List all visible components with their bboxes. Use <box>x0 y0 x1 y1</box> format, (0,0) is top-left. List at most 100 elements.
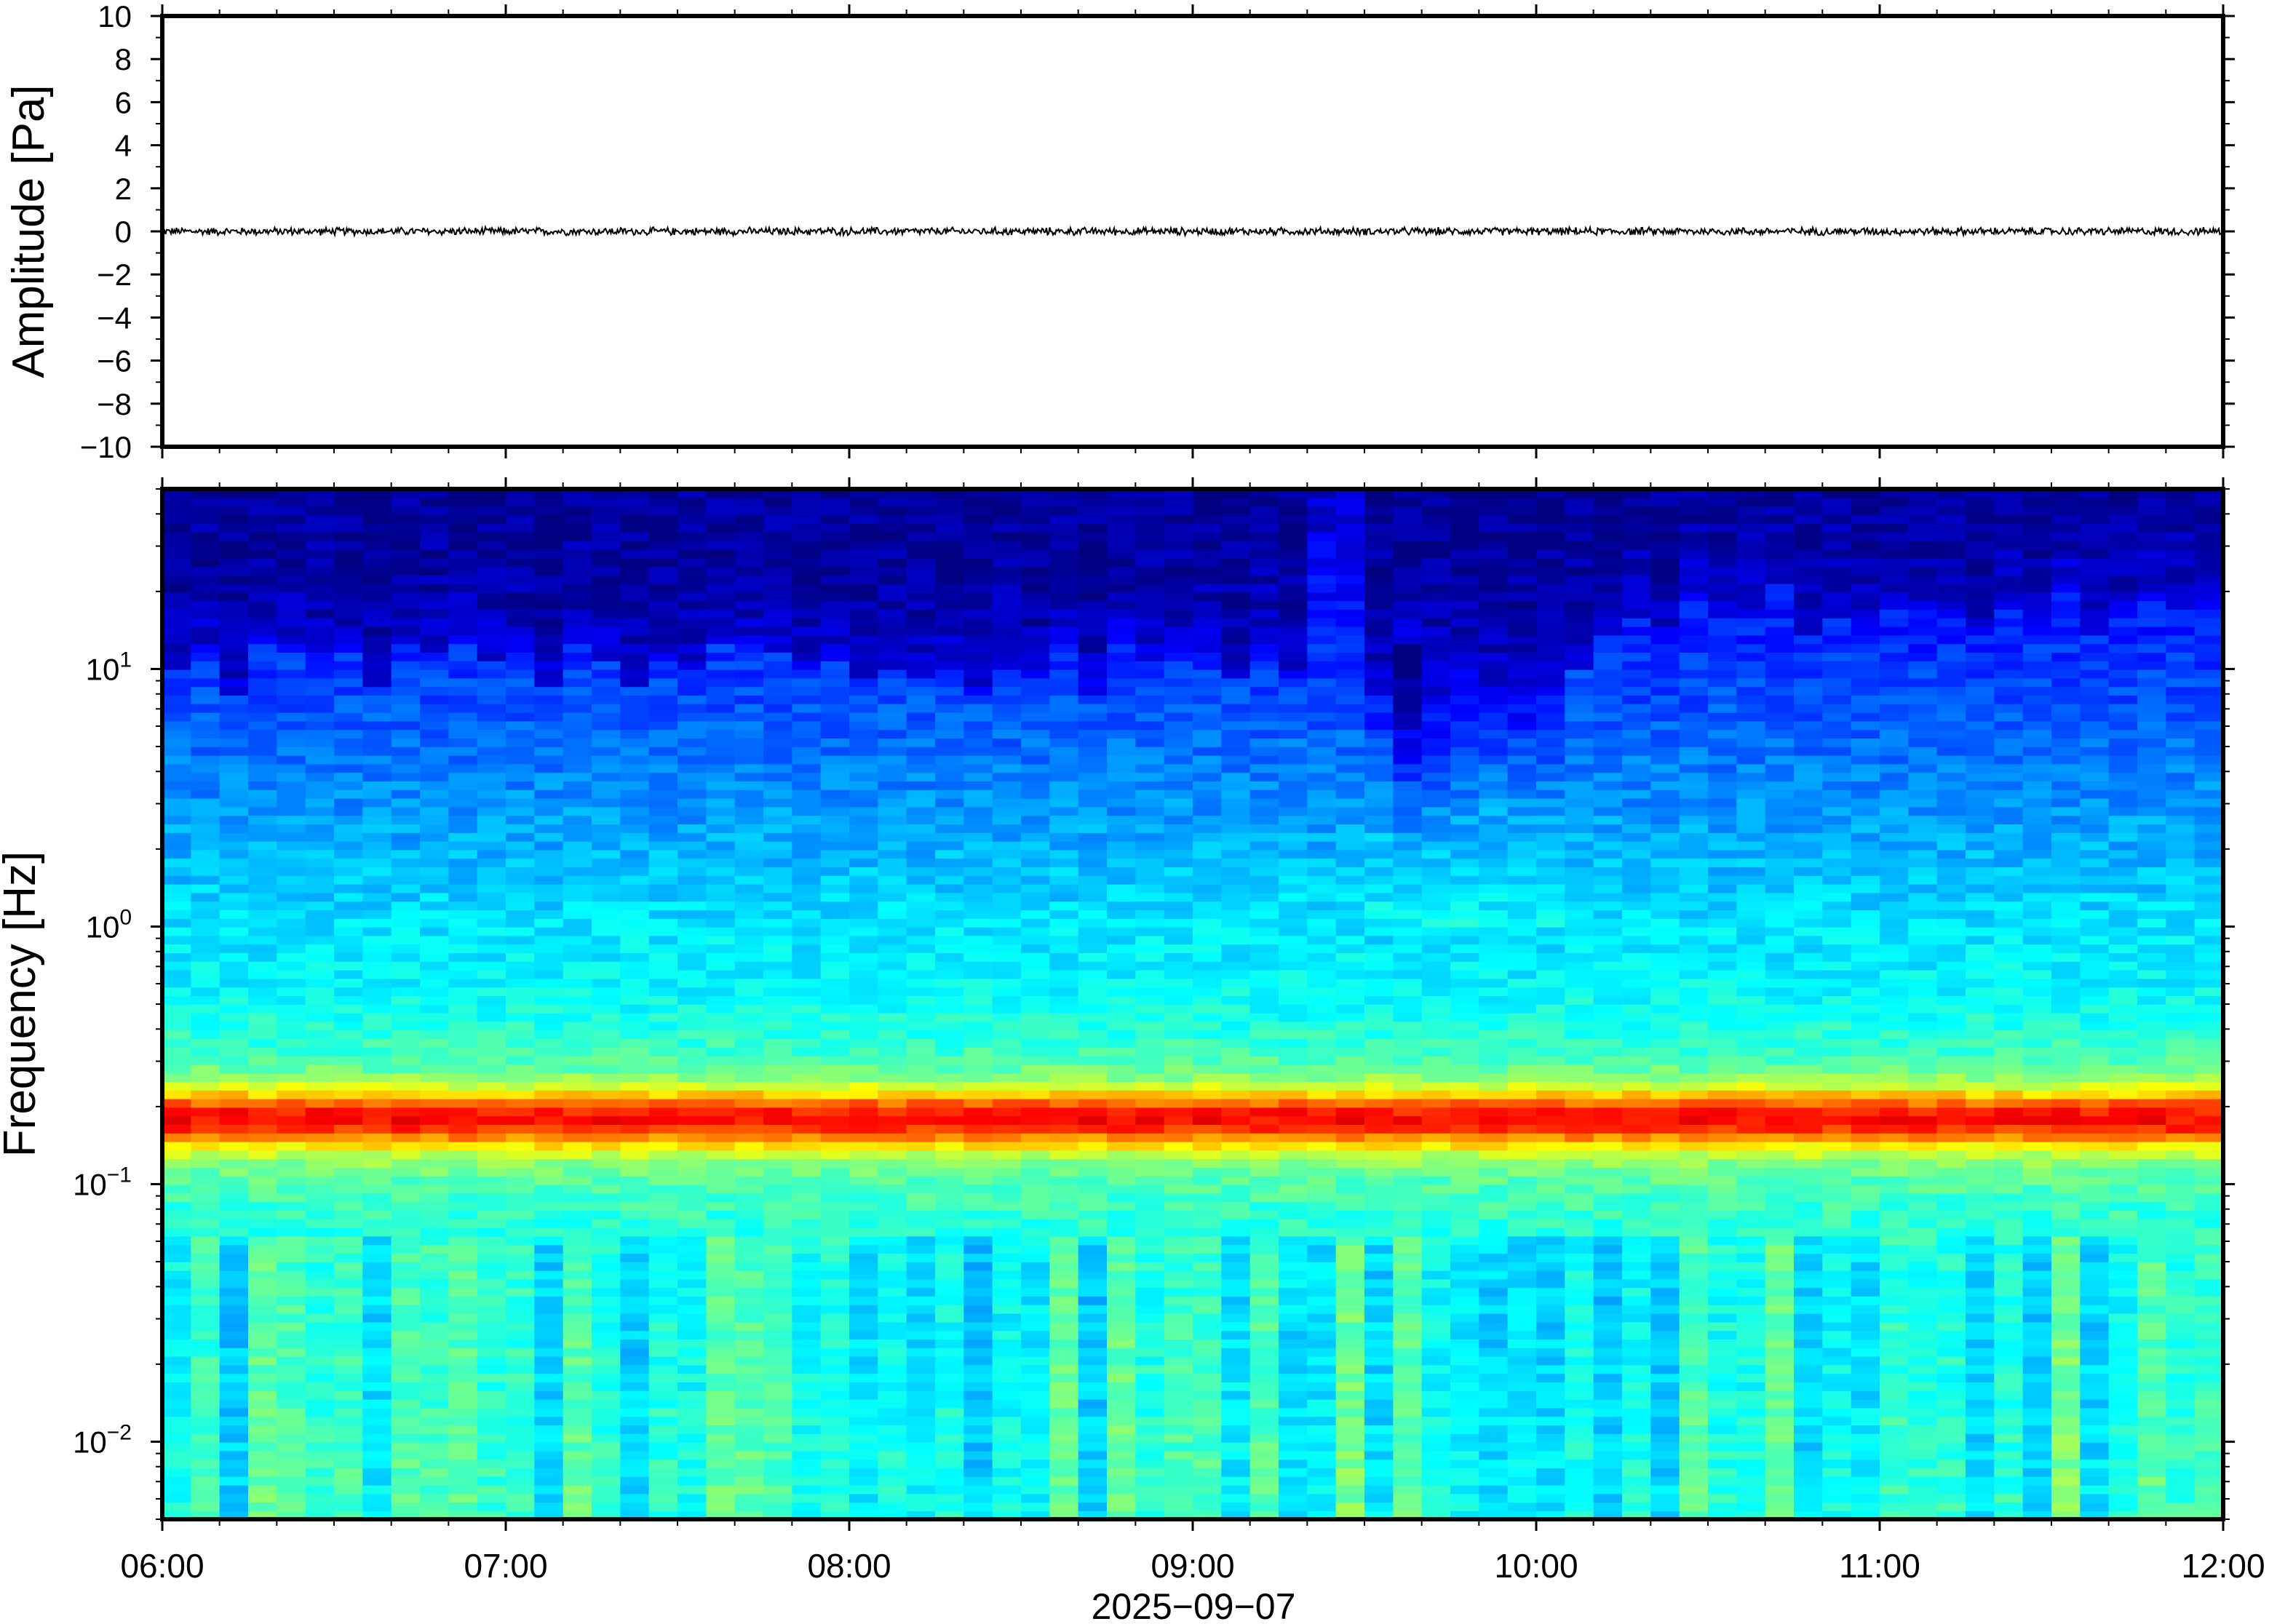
spectrogram-cell <box>1078 1030 1108 1039</box>
spectrogram-cell <box>992 618 1022 627</box>
spectrogram-cell <box>1021 1450 1051 1460</box>
spectrogram-cell <box>1249 1407 1279 1417</box>
spectrogram-cell <box>849 978 879 988</box>
spectrogram-cell <box>305 1133 335 1142</box>
spectrogram-cell <box>849 1441 879 1452</box>
spectrogram-cell <box>820 1219 850 1228</box>
spectrogram-cell <box>677 901 707 910</box>
spectrogram-cell <box>391 1081 421 1091</box>
spectrogram-cell <box>1193 806 1223 816</box>
spectrogram-cell <box>334 1210 364 1219</box>
spectrogram-cell <box>420 1390 450 1400</box>
spectrogram-cell <box>1193 1141 1223 1151</box>
spectrogram-cell <box>592 824 621 833</box>
spectrogram-cell <box>706 1382 736 1391</box>
spectrogram-cell <box>219 832 249 842</box>
spectrogram-cell <box>506 695 536 704</box>
spectrogram-cell <box>1107 806 1137 816</box>
spectrogram-cell <box>592 1441 621 1452</box>
spectrogram-cell <box>563 1278 592 1289</box>
spectrogram-cell <box>1307 712 1337 722</box>
spectrogram-cell <box>677 840 707 851</box>
spectrogram-cell <box>648 1176 678 1185</box>
spectrogram-cell <box>1335 1407 1365 1417</box>
spectrogram-cell <box>334 600 364 610</box>
spectrogram-cell <box>1307 704 1337 713</box>
spectrogram-cell <box>391 1296 421 1305</box>
spectrogram-cell <box>820 926 850 936</box>
spectrogram-cell <box>248 978 278 988</box>
spectrogram-cell <box>734 1390 764 1400</box>
spectrogram-cell <box>362 1235 392 1246</box>
spectrogram-cell <box>1193 566 1223 576</box>
spectrogram-cell <box>219 1493 249 1503</box>
spectrogram-cell <box>534 1004 564 1014</box>
spectrogram-cell <box>1193 1262 1223 1271</box>
spectrogram-cell <box>906 704 936 713</box>
spectrogram-cell <box>1193 695 1223 704</box>
spectrogram-cell <box>1164 763 1193 773</box>
spectrogram-cell <box>219 747 249 756</box>
spectrogram-cell <box>248 643 278 653</box>
spectrogram-cell <box>420 1262 450 1271</box>
spectrogram-cell <box>420 1484 450 1494</box>
spectrogram-cell <box>191 514 220 524</box>
spectrogram-cell <box>677 497 707 507</box>
spectrogram-cell <box>162 566 192 576</box>
spectrogram-cell <box>849 747 879 756</box>
spectrogram-cell <box>248 1098 278 1108</box>
spectrogram-cell <box>248 1373 278 1382</box>
spectrogram-cell <box>191 720 220 731</box>
spectrogram-cell <box>1193 669 1223 679</box>
spectrogram-cell <box>334 772 364 781</box>
spectrogram-cell <box>534 1107 564 1117</box>
spectrogram-cell <box>362 626 392 636</box>
spectrogram-cell <box>248 806 278 816</box>
spectrogram-cell <box>1249 1219 1279 1228</box>
spectrogram-cell <box>706 901 736 910</box>
spectrogram-cell <box>1221 489 1251 498</box>
spectrogram-cell <box>1249 1296 1279 1305</box>
spectrogram-cell <box>878 832 907 842</box>
spectrogram-cell <box>620 1253 650 1262</box>
spectrogram-cell <box>1107 575 1137 584</box>
spectrogram-cell <box>162 1244 192 1254</box>
spectrogram-cell <box>620 549 650 559</box>
spectrogram-cell <box>763 1030 793 1039</box>
spectrogram-cell <box>162 626 192 636</box>
spectrogram-cell <box>219 1278 249 1289</box>
spectrogram-cell <box>277 1227 306 1237</box>
spectrogram-cell <box>506 806 536 816</box>
spectrogram-cell <box>792 600 822 610</box>
spectrogram-cell <box>506 626 536 636</box>
spectrogram-cell <box>763 1476 793 1486</box>
spectrogram-cell <box>963 1416 993 1425</box>
spectrogram-cell <box>935 720 965 731</box>
spectrogram-cell <box>248 1193 278 1203</box>
spectrogram-cell <box>763 832 793 842</box>
spectrogram-cell <box>1164 677 1193 688</box>
spectrogram-cell <box>1221 747 1251 756</box>
spectrogram-cell <box>706 918 736 928</box>
spectrogram-cell <box>820 789 850 799</box>
spectrogram-cell <box>248 1253 278 1262</box>
spectrogram-cell <box>305 1476 335 1486</box>
spectrogram-cell <box>906 1235 936 1246</box>
spectrogram-cell <box>677 695 707 704</box>
spectrogram-cell <box>878 978 907 988</box>
spectrogram-cell <box>448 797 478 808</box>
spectrogram-cell <box>706 549 736 559</box>
spectrogram-cell <box>648 1072 678 1082</box>
spectrogram-cell <box>162 1184 192 1194</box>
spectrogram-cell <box>1107 815 1137 824</box>
spectrogram-cell <box>763 669 793 679</box>
spectrogram-cell <box>734 1158 764 1168</box>
spectrogram-cell <box>391 1278 421 1289</box>
spectrogram-cell <box>1078 995 1108 1005</box>
spectrogram-cell <box>362 618 392 627</box>
spectrogram-cell <box>1193 1296 1223 1305</box>
spectrogram-cell <box>191 1468 220 1477</box>
spectrogram-cell <box>362 781 392 790</box>
spectrogram-cell <box>849 1364 879 1374</box>
spectrogram-cell <box>992 1270 1022 1280</box>
